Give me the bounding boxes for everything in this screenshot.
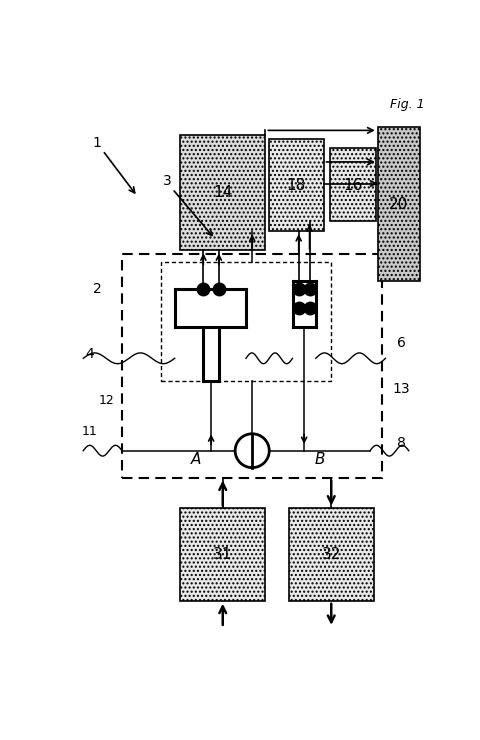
Text: A: A	[191, 452, 201, 468]
Text: 20: 20	[389, 197, 408, 212]
Text: 31: 31	[213, 547, 232, 562]
Text: 13: 13	[392, 382, 410, 396]
Text: B: B	[314, 452, 325, 468]
Text: 14: 14	[213, 185, 232, 201]
Text: 18: 18	[287, 178, 306, 192]
Bar	[161, 262, 331, 381]
Text: 8: 8	[396, 436, 406, 450]
Text: Fig. 1: Fig. 1	[390, 98, 424, 111]
Text: 12: 12	[98, 394, 114, 407]
Bar	[378, 127, 420, 281]
Text: 16: 16	[343, 178, 362, 192]
Bar	[269, 139, 324, 231]
Text: 2: 2	[93, 282, 102, 296]
Text: 6: 6	[396, 336, 406, 350]
Bar	[122, 255, 382, 477]
Text: 32: 32	[322, 547, 341, 562]
Text: 1: 1	[92, 135, 101, 149]
Bar	[180, 135, 265, 251]
Bar	[180, 508, 265, 601]
Text: 4: 4	[85, 348, 94, 361]
Text: 11: 11	[82, 425, 97, 438]
Bar	[288, 508, 374, 601]
Bar	[330, 148, 376, 221]
Text: 3: 3	[163, 174, 171, 188]
